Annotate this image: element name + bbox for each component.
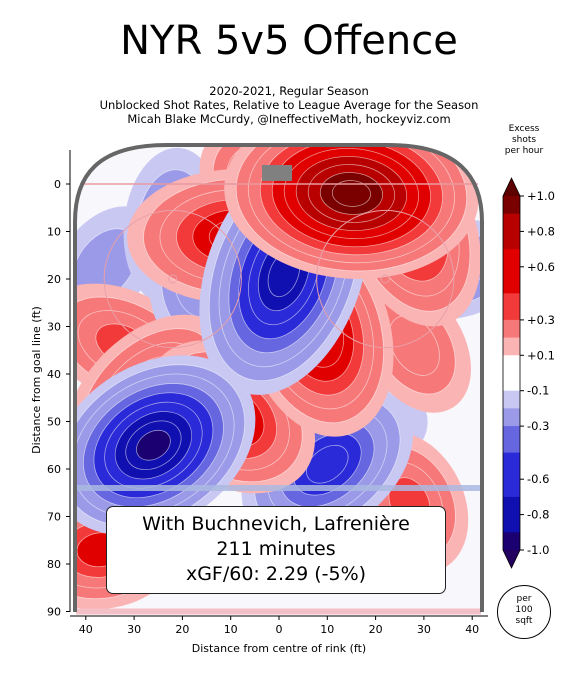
faceoff-circle-right (316, 209, 455, 349)
x-tick-label: 30 (417, 623, 431, 636)
colorbar-segment (503, 390, 520, 409)
colorbar-label: -0.8 (527, 508, 549, 522)
colorbar-label: +0.1 (527, 348, 555, 362)
colorbar-segment (503, 426, 520, 454)
x-tick-label: 20 (369, 623, 383, 636)
contour-ring (136, 429, 171, 461)
info-xgf: xGF/60: 2.29 (-5%) (185, 563, 367, 585)
x-tick-label: 20 (175, 623, 189, 636)
x-tick-label: 10 (320, 623, 334, 636)
colorbar-label: -1.0 (527, 543, 549, 557)
colorbar-segment (503, 532, 520, 551)
info-players: With Buchnevich, Lafrenière (142, 513, 410, 535)
colorbar-title-line: Excess (508, 124, 540, 134)
colorbar-label: -0.6 (527, 472, 549, 486)
contour-ring (306, 444, 349, 484)
contour-ring (388, 315, 440, 376)
unit-note-line: 100 (515, 605, 533, 615)
colorbar-segment (503, 355, 520, 374)
red-line (76, 608, 481, 615)
goal-net (262, 165, 292, 181)
x-tick-label: 40 (465, 623, 479, 636)
contour-ring (331, 180, 372, 207)
y-tick-label: 20 (47, 273, 61, 286)
colorbar-label: +0.6 (527, 260, 555, 274)
colorbar-segment (503, 337, 520, 356)
subtitle-credit: Micah Blake McCurdy, @IneffectiveMath, h… (127, 112, 451, 126)
unit-note-line: per (516, 594, 532, 604)
colorbar-title: Excess shots per hour (488, 124, 560, 157)
blue-line (76, 485, 481, 491)
colorbar-segment (503, 231, 520, 250)
y-tick-label: 60 (47, 463, 61, 476)
x-tick-label: 10 (224, 623, 238, 636)
hotspot (224, 145, 479, 279)
unit-note-line: sqft (515, 616, 533, 626)
y-tick-label: 80 (47, 558, 61, 571)
faceoff-dot-left (168, 274, 178, 284)
colorbar-segment (503, 373, 520, 392)
rink-markings (73, 143, 484, 615)
colorbar-segment (503, 266, 520, 294)
faceoff-dot-right (380, 274, 390, 284)
colorbar-arrow-top (503, 178, 520, 196)
colorbar-segment (503, 213, 520, 232)
x-tick-label: 40 (79, 623, 93, 636)
y-tick-label: 70 (47, 511, 61, 524)
colorbar-segment (503, 196, 520, 215)
subtitle-description: Unblocked Shot Rates, Relative to League… (99, 98, 479, 112)
colorbar-arrow-bottom (503, 550, 520, 568)
x-tick-label: 0 (276, 623, 283, 636)
colorbar-label: +1.0 (527, 189, 555, 203)
colorbar-segment (503, 408, 520, 427)
faceoff-circle-left (103, 209, 242, 349)
boards (73, 143, 484, 612)
colorbar-segment (503, 293, 520, 321)
colorbar-segment (503, 514, 520, 533)
chart-title: NYR 5v5 Offence (120, 18, 458, 64)
y-tick-label: 10 (47, 226, 61, 239)
info-minutes: 211 minutes (216, 538, 336, 560)
colorbar-segment (503, 249, 520, 268)
colorbar-title-line: per hour (504, 146, 544, 156)
colorbar-segment (503, 479, 520, 498)
info-box: With Buchnevich, Lafrenière 211 minutes … (106, 506, 446, 594)
y-axis-label: Distance from goal line (ft) (30, 306, 43, 454)
colorbar-title-line: shots (511, 135, 537, 145)
y-tick-label: 30 (47, 321, 61, 334)
y-tick-label: 50 (47, 416, 61, 429)
x-tick-label: 30 (127, 623, 141, 636)
colorbar-label: +0.8 (527, 224, 555, 238)
colorbar-segment (503, 496, 520, 516)
colorbar-segment (503, 452, 520, 480)
x-axis-label: Distance from centre of rink (ft) (192, 642, 366, 655)
y-tick-label: 0 (54, 178, 61, 191)
y-tick-label: 90 (47, 606, 61, 619)
unit-note: per 100 sqft (497, 585, 551, 639)
colorbar-label: -0.1 (527, 384, 549, 398)
colorbar-label: -0.3 (527, 419, 549, 433)
colorbar-segment (503, 319, 520, 339)
colorbar: +1.0 +0.8 +0.6 +0.3 +0.1 -0.1 -0.3 -0.6 -0.8 -1.0 (502, 177, 555, 569)
subtitle-season: 2020-2021, Regular Season (209, 84, 369, 98)
axes: 0 10 20 30 40 50 60 70 80 90 40 30 20 10 0 10 20 30 40 Dist… (30, 150, 488, 655)
y-tick-label: 40 (47, 368, 61, 381)
colorbar-label: +0.3 (527, 313, 555, 327)
